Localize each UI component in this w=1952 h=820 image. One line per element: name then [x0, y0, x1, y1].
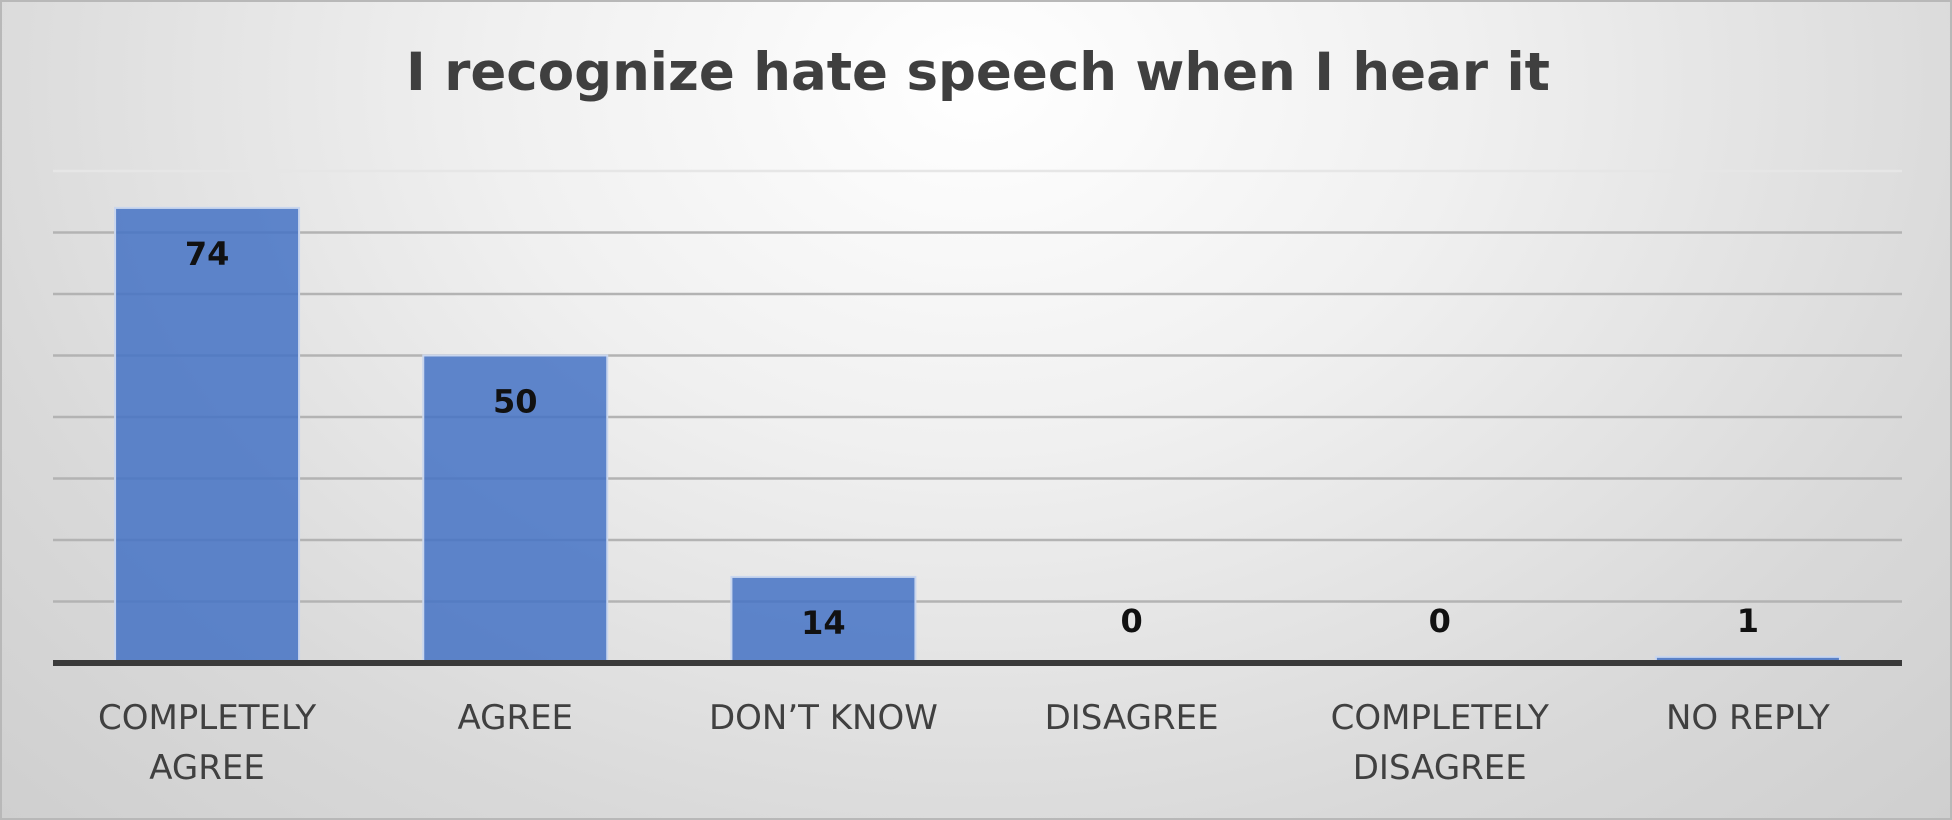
category-labels: COMPLETELY AGREE AGREE DON’T KNOW DISAGREE CO…	[98, 698, 1830, 788]
category-label-1-line-1: COMPLETELY	[98, 698, 316, 738]
chart-title: I recognize hate speech when I hear it	[406, 42, 1550, 103]
gridlines	[53, 169, 1902, 603]
category-label-5-line-1: COMPLETELY	[1331, 698, 1549, 738]
bar-2	[422, 354, 609, 664]
bars	[114, 206, 1841, 665]
data-label-1: 74	[185, 235, 230, 273]
data-label-5: 0	[1429, 602, 1451, 640]
category-label-6: NO REPLY	[1666, 698, 1830, 738]
category-label-3: DON’T KNOW	[709, 698, 938, 738]
data-label-2: 50	[493, 383, 538, 421]
bar-3	[730, 575, 917, 665]
category-label-1-line-2: AGREE	[149, 748, 265, 788]
category-label-4: DISAGREE	[1045, 698, 1219, 738]
data-label-3: 14	[801, 604, 846, 642]
category-label-2: AGREE	[457, 698, 573, 738]
data-labels: 74 50 14 0 0 1	[185, 235, 1759, 642]
data-label-4: 0	[1120, 602, 1142, 640]
category-label-5-line-2: DISAGREE	[1353, 748, 1527, 788]
bar-1	[114, 206, 301, 664]
data-label-6: 1	[1737, 602, 1759, 640]
